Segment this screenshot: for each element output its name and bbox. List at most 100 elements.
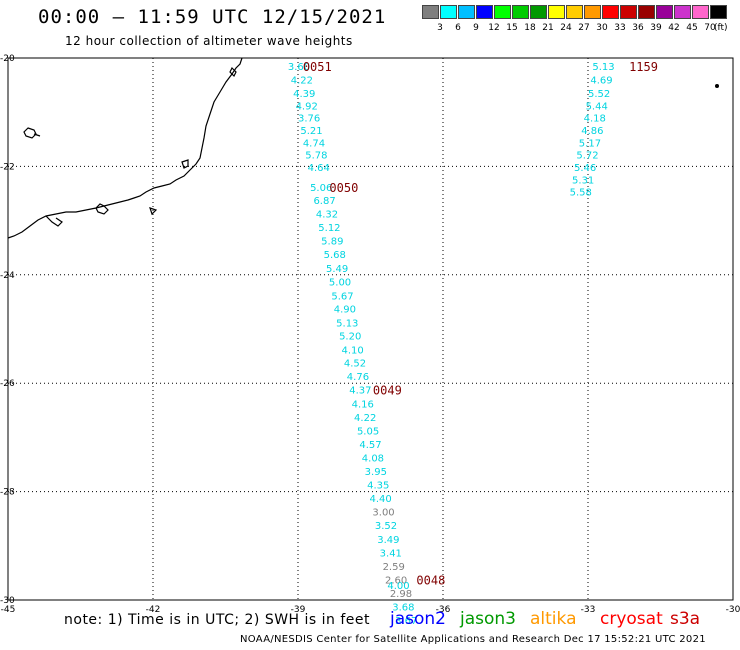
lon-tick-label: -42 bbox=[146, 605, 161, 615]
wave-height-value: 5.21 bbox=[300, 126, 322, 137]
colorbar-swatch bbox=[566, 5, 583, 19]
wave-height-value: 6.87 bbox=[313, 196, 335, 207]
colorbar-swatch bbox=[458, 5, 475, 19]
lat-tick-label: -26 bbox=[0, 379, 15, 389]
colorbar-swatch bbox=[674, 5, 691, 19]
colorbar-label: 36 bbox=[632, 23, 644, 33]
colorbar-label: 45 bbox=[686, 23, 698, 33]
wave-height-value: 4.92 bbox=[296, 102, 318, 113]
legend-item-s3a: s3a bbox=[670, 609, 701, 629]
lat-tick-label: -20 bbox=[0, 54, 15, 64]
legend-item-jason3: jason3 bbox=[460, 609, 516, 629]
lon-tick-label: -33 bbox=[581, 605, 596, 615]
wave-height-value: 5.31 bbox=[572, 175, 594, 186]
map-subtitle: 12 hour collection of altimeter wave hei… bbox=[65, 34, 353, 48]
wave-height-value: 4.90 bbox=[334, 304, 356, 315]
island-west bbox=[23, 127, 41, 139]
wave-height-value: 5.78 bbox=[305, 150, 327, 161]
time-label: 0050 bbox=[329, 181, 358, 195]
wave-height-value: 4.39 bbox=[293, 89, 315, 100]
wave-height-value: 3.52 bbox=[375, 521, 397, 532]
lat-tick-label: -22 bbox=[0, 162, 15, 172]
island-dot bbox=[715, 84, 719, 88]
colorbar-label: 33 bbox=[614, 23, 626, 33]
colorbar-label: 6 bbox=[455, 23, 461, 33]
wave-height-value: 5.68 bbox=[324, 250, 346, 261]
wave-height-value: 4.35 bbox=[367, 481, 389, 492]
colorbar-label: 12 bbox=[488, 23, 500, 33]
wave-height-value: 5.46 bbox=[574, 163, 596, 174]
lon-tick-label: -45 bbox=[1, 605, 16, 615]
wave-height-value: 5.89 bbox=[321, 237, 343, 248]
wave-height-value: 4.69 bbox=[590, 76, 612, 87]
wave-height-value: 5.17 bbox=[579, 139, 601, 150]
time-label: 1159 bbox=[629, 60, 658, 74]
colorbar-swatch bbox=[602, 5, 619, 19]
map-grid bbox=[8, 58, 733, 600]
wave-height-value: 2.60 bbox=[385, 575, 407, 586]
colorbar-swatch bbox=[530, 5, 547, 19]
wave-height-value: 4.00 bbox=[387, 581, 409, 592]
footnote: note: 1) Time is in UTC; 2) SWH is in fe… bbox=[64, 612, 371, 628]
colorbar-swatch bbox=[494, 5, 511, 19]
wave-height-value: 5.13 bbox=[336, 318, 358, 329]
wave-height-value: 5.72 bbox=[576, 150, 598, 161]
colorbar-swatch bbox=[692, 5, 709, 19]
wave-height-value: 4.52 bbox=[344, 359, 366, 370]
wave-height-value: 5.12 bbox=[318, 223, 340, 234]
wave-height-value: 2.59 bbox=[383, 562, 405, 573]
wave-height-value: 5.44 bbox=[586, 102, 608, 113]
wave-height-value: 3.67 bbox=[395, 616, 417, 627]
colorbar-swatch bbox=[584, 5, 601, 19]
legend-item-jason2: jason2 bbox=[390, 609, 446, 629]
lat-tick-label: -28 bbox=[0, 488, 15, 498]
colorbar-swatch bbox=[440, 5, 457, 19]
wave-height-value: 5.05 bbox=[357, 426, 379, 437]
wave-height-value: 3.68 bbox=[392, 603, 414, 614]
lon-tick-label: -30 bbox=[726, 605, 740, 615]
coastline bbox=[7, 57, 243, 239]
wave-height-value: 5.58 bbox=[570, 187, 592, 198]
colorbar-label: 70 bbox=[704, 23, 716, 33]
wave-height-value: 5.13 bbox=[592, 62, 614, 73]
colorbar-label: 18 bbox=[524, 23, 536, 33]
wave-height-value: 4.37 bbox=[349, 386, 371, 397]
colorbar-swatch bbox=[656, 5, 673, 19]
coastline-islands bbox=[45, 66, 237, 227]
wave-height-value: 3.60 bbox=[288, 62, 310, 73]
wave-height-value: 4.18 bbox=[584, 114, 606, 125]
wave-height-value: 4.64 bbox=[308, 163, 330, 174]
wave-height-value: 4.86 bbox=[581, 126, 603, 137]
wave-height-value: 5.20 bbox=[339, 332, 361, 343]
colorbar-swatch bbox=[476, 5, 493, 19]
colorbar-unit: (ft) bbox=[714, 23, 728, 33]
time-labels: 0051 0050 0049 0048 1159 bbox=[303, 60, 658, 587]
colorbar-label: 30 bbox=[596, 23, 608, 33]
colorbar-label: 21 bbox=[542, 23, 554, 33]
wave-height-value: 4.74 bbox=[303, 139, 325, 150]
wave-height-value: 4.08 bbox=[362, 453, 384, 464]
wave-height-value: 5.06 bbox=[310, 183, 332, 194]
wave-height-value: 3.41 bbox=[380, 548, 402, 559]
lon-tick-label: -36 bbox=[436, 605, 451, 615]
credit-line: NOAA/NESDIS Center for Satellite Applica… bbox=[240, 634, 706, 645]
wave-tracks: 3.60 4.22 4.39 4.923.765.21 4.745.78 4.64 5.06… bbox=[288, 62, 615, 627]
wave-height-value: 3.95 bbox=[365, 467, 387, 478]
wave-height-value: 4.16 bbox=[352, 399, 374, 410]
map-title: 00:00 – 11:59 UTC 12/15/2021 bbox=[38, 6, 387, 28]
colorbar-swatch bbox=[548, 5, 565, 19]
wave-height-value: 4.10 bbox=[341, 346, 363, 357]
colorbar-swatch bbox=[638, 5, 655, 19]
colorbar-label: 3 bbox=[437, 23, 443, 33]
wave-height-value: 2.98 bbox=[390, 589, 412, 600]
colorbar-label: 39 bbox=[650, 23, 662, 33]
colorbar-label: 24 bbox=[560, 23, 572, 33]
wave-height-value: 4.57 bbox=[359, 440, 381, 451]
time-label: 0049 bbox=[373, 384, 402, 398]
colorbar-label: 27 bbox=[578, 23, 590, 33]
colorbar-label: 15 bbox=[506, 23, 518, 33]
colorbar-swatch bbox=[512, 5, 529, 19]
wave-height-value: 3.49 bbox=[377, 535, 399, 546]
legend-item-altika: altika bbox=[530, 609, 577, 629]
